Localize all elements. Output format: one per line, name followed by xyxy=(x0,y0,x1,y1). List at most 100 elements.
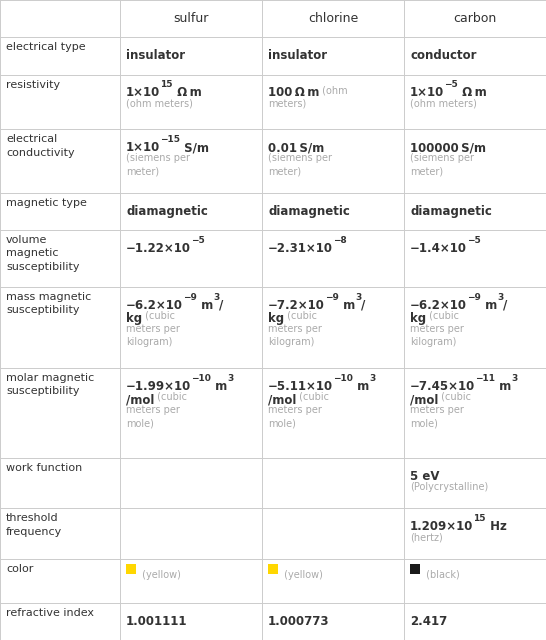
Text: 2.417: 2.417 xyxy=(410,614,447,628)
Text: carbon: carbon xyxy=(453,12,497,25)
Text: m: m xyxy=(211,380,228,393)
Text: /mol: /mol xyxy=(268,393,296,406)
Text: color: color xyxy=(6,564,33,574)
Text: −5.11×10: −5.11×10 xyxy=(268,380,333,393)
Text: −1.99×10: −1.99×10 xyxy=(126,380,191,393)
Bar xyxy=(126,564,136,574)
Text: 15: 15 xyxy=(161,80,173,89)
Text: molar magnetic
susceptibility: molar magnetic susceptibility xyxy=(6,373,94,396)
Text: −10: −10 xyxy=(333,374,353,383)
Text: −9: −9 xyxy=(183,292,197,301)
Text: meters per: meters per xyxy=(126,405,180,415)
Text: /: / xyxy=(361,299,366,312)
Text: −2.31×10: −2.31×10 xyxy=(268,242,333,255)
Text: mole): mole) xyxy=(126,419,154,428)
Text: refractive index: refractive index xyxy=(6,608,94,618)
Text: m: m xyxy=(339,299,355,312)
Text: 3: 3 xyxy=(228,374,234,383)
Text: 1.000773: 1.000773 xyxy=(268,614,330,628)
Text: (cubic: (cubic xyxy=(143,311,175,321)
Text: insulator: insulator xyxy=(126,49,185,62)
Text: (Polycrystalline): (Polycrystalline) xyxy=(410,482,488,492)
Bar xyxy=(268,564,278,574)
Text: meters per: meters per xyxy=(126,324,180,334)
Text: 100 Ω m: 100 Ω m xyxy=(268,86,319,99)
Text: electrical
conductivity: electrical conductivity xyxy=(6,134,75,157)
Text: (ohm meters): (ohm meters) xyxy=(126,99,193,108)
Text: resistivity: resistivity xyxy=(6,79,60,90)
Text: diamagnetic: diamagnetic xyxy=(410,205,492,218)
Text: meter): meter) xyxy=(126,166,159,176)
Text: meter): meter) xyxy=(268,166,301,176)
Text: −5: −5 xyxy=(467,236,481,244)
Text: 15: 15 xyxy=(473,514,486,523)
Text: work function: work function xyxy=(6,463,82,473)
Text: 100000 S/m: 100000 S/m xyxy=(410,141,486,154)
Text: (ohm: (ohm xyxy=(319,85,348,95)
Text: 0.01 S/m: 0.01 S/m xyxy=(268,141,324,154)
Text: (cubic: (cubic xyxy=(155,392,187,402)
Text: (ohm meters): (ohm meters) xyxy=(410,99,477,108)
Text: /mol: /mol xyxy=(126,393,155,406)
Text: S/m: S/m xyxy=(180,141,209,154)
Text: 1×10: 1×10 xyxy=(126,86,161,99)
Bar xyxy=(410,564,420,574)
Text: kilogram): kilogram) xyxy=(126,337,173,348)
Text: mole): mole) xyxy=(268,419,296,428)
Text: Ω m: Ω m xyxy=(458,86,487,99)
Text: /mol: /mol xyxy=(410,393,438,406)
Text: (black): (black) xyxy=(423,570,460,579)
Text: meters per: meters per xyxy=(410,324,464,334)
Text: /: / xyxy=(503,299,508,312)
Text: 5 eV: 5 eV xyxy=(410,470,440,483)
Text: diamagnetic: diamagnetic xyxy=(126,205,208,218)
Text: sulfur: sulfur xyxy=(174,12,209,25)
Text: volume
magnetic
susceptibility: volume magnetic susceptibility xyxy=(6,235,80,271)
Text: kg: kg xyxy=(410,312,426,325)
Text: (siemens per: (siemens per xyxy=(410,153,474,163)
Text: −8: −8 xyxy=(333,236,347,244)
Text: −7.2×10: −7.2×10 xyxy=(268,299,325,312)
Text: 1×10: 1×10 xyxy=(126,141,161,154)
Text: (siemens per: (siemens per xyxy=(126,153,190,163)
Text: 3: 3 xyxy=(497,292,503,301)
Text: −1.22×10: −1.22×10 xyxy=(126,242,191,255)
Text: kg: kg xyxy=(268,312,284,325)
Text: −15: −15 xyxy=(161,135,180,144)
Text: −9: −9 xyxy=(467,292,481,301)
Text: (yellow): (yellow) xyxy=(281,570,323,579)
Text: −7.45×10: −7.45×10 xyxy=(410,380,475,393)
Text: mass magnetic
susceptibility: mass magnetic susceptibility xyxy=(6,292,91,316)
Text: (cubic: (cubic xyxy=(426,311,459,321)
Text: Hz: Hz xyxy=(486,520,507,533)
Text: 3: 3 xyxy=(512,374,518,383)
Text: (siemens per: (siemens per xyxy=(268,153,332,163)
Text: (hertz): (hertz) xyxy=(410,532,443,542)
Text: meters per: meters per xyxy=(268,405,322,415)
Text: −9: −9 xyxy=(325,292,339,301)
Text: −10: −10 xyxy=(191,374,211,383)
Text: electrical type: electrical type xyxy=(6,42,86,52)
Text: (cubic: (cubic xyxy=(284,311,317,321)
Text: magnetic type: magnetic type xyxy=(6,198,87,208)
Text: m: m xyxy=(481,299,497,312)
Text: 3: 3 xyxy=(213,292,219,301)
Text: −6.2×10: −6.2×10 xyxy=(410,299,467,312)
Text: −6.2×10: −6.2×10 xyxy=(126,299,183,312)
Text: kg: kg xyxy=(126,312,143,325)
Text: m: m xyxy=(495,380,512,393)
Text: conductor: conductor xyxy=(410,49,477,62)
Text: kilogram): kilogram) xyxy=(268,337,314,348)
Text: −5: −5 xyxy=(191,236,205,244)
Text: m: m xyxy=(353,380,369,393)
Text: (cubic: (cubic xyxy=(438,392,471,402)
Text: 1.209×10: 1.209×10 xyxy=(410,520,473,533)
Text: −1.4×10: −1.4×10 xyxy=(410,242,467,255)
Text: −11: −11 xyxy=(475,374,495,383)
Text: meters per: meters per xyxy=(410,405,464,415)
Text: meter): meter) xyxy=(410,166,443,176)
Text: 3: 3 xyxy=(369,374,376,383)
Text: m: m xyxy=(197,299,213,312)
Text: 1×10: 1×10 xyxy=(410,86,444,99)
Text: threshold
frequency: threshold frequency xyxy=(6,513,62,537)
